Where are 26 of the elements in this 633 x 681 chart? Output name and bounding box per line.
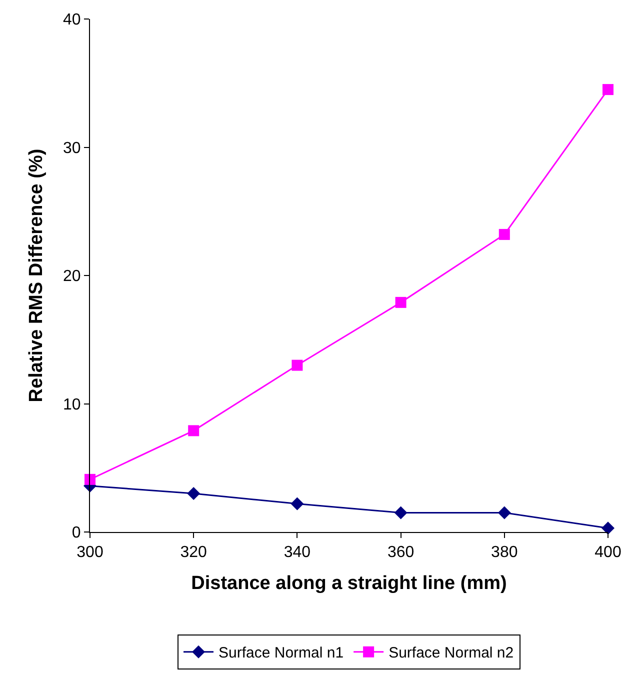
point <box>290 497 304 510</box>
x-tick-label: 320 <box>180 544 208 562</box>
y-tick-label: 0 <box>72 524 81 542</box>
point <box>498 228 510 240</box>
x-tick-label: 360 <box>387 544 414 562</box>
x-axis-title: Distance along a straight line (mm) <box>191 573 507 594</box>
point <box>498 506 511 520</box>
point <box>602 522 614 535</box>
point <box>187 487 200 500</box>
y-tick-label: 20 <box>63 268 81 286</box>
point <box>84 474 96 485</box>
y-axis-title: Relative RMS Difference (%) <box>26 148 47 402</box>
point <box>394 506 408 520</box>
legend-label: Surface Normal n2 <box>388 644 514 662</box>
point <box>395 296 406 308</box>
y-tick-label: 30 <box>63 140 81 157</box>
x-tick-label: 340 <box>284 544 311 562</box>
legend-label: Surface Normal n1 <box>218 644 344 662</box>
x-tick-label: 300 <box>76 544 104 562</box>
x-tick-label: 400 <box>594 544 622 562</box>
point <box>188 425 200 436</box>
point <box>292 360 303 371</box>
x-tick-label: 380 <box>491 544 518 562</box>
y-tick-label: 10 <box>63 396 81 414</box>
point <box>602 84 614 96</box>
y-tick-label: 40 <box>63 12 81 29</box>
